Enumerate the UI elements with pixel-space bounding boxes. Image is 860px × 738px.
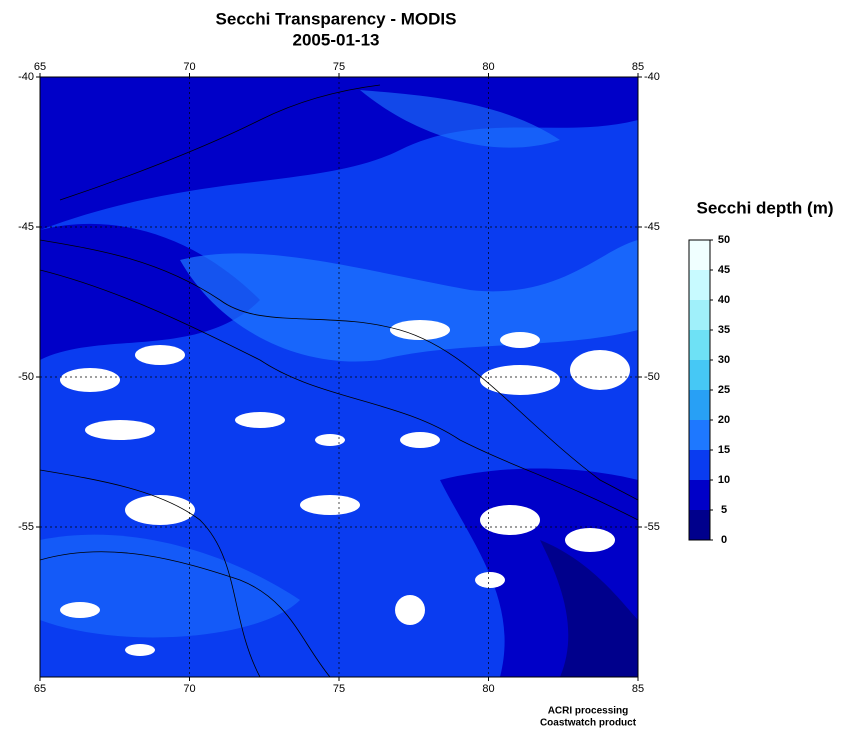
- lon-label: 85: [632, 61, 644, 73]
- lat-label: -55: [644, 521, 660, 533]
- lat-label: -40: [18, 71, 34, 83]
- colorbar-label: 40: [718, 294, 730, 306]
- colorbar-bin: [689, 270, 710, 300]
- lat-label: -45: [18, 221, 34, 233]
- lon-label: 75: [333, 61, 345, 73]
- lon-label: 75: [333, 683, 345, 695]
- lon-label: 70: [183, 683, 195, 695]
- lat-label: -50: [644, 371, 660, 383]
- colorbar-label: 35: [718, 324, 730, 336]
- lon-label: 80: [482, 683, 494, 695]
- colorbar-bin: [689, 420, 710, 450]
- lat-label: -55: [18, 521, 34, 533]
- colorbar-title: Secchi depth (m): [697, 198, 834, 217]
- colorbar-bin: [689, 450, 710, 480]
- lat-label: -45: [644, 221, 660, 233]
- colorbar-label: 10: [718, 474, 730, 486]
- subtitle: 2005-01-13: [293, 30, 380, 49]
- colorbar-label: 15: [718, 444, 730, 456]
- colorbar-bin: [689, 300, 710, 330]
- colorbar-bin: [689, 510, 710, 540]
- colorbar-bin: [689, 240, 710, 270]
- credit: ACRI processing: [548, 706, 629, 717]
- credit: Coastwatch product: [540, 718, 637, 729]
- lat-label: -40: [644, 71, 660, 83]
- colorbar-label: 20: [718, 414, 730, 426]
- colorbar-label: 30: [718, 354, 730, 366]
- colorbar-bin: [689, 480, 710, 510]
- colorbar-label: 0: [721, 534, 727, 546]
- colorbar-bin: [689, 360, 710, 390]
- lat-label: -50: [18, 371, 34, 383]
- colorbar-label: 25: [718, 384, 730, 396]
- lon-label: 65: [34, 683, 46, 695]
- title: Secchi Transparency - MODIS: [216, 9, 457, 28]
- lon-label: 85: [632, 683, 644, 695]
- colorbar-bin: [689, 390, 710, 420]
- lon-label: 70: [183, 61, 195, 73]
- lon-label: 80: [482, 61, 494, 73]
- lon-label: 65: [34, 61, 46, 73]
- colorbar-label: 5: [721, 504, 727, 516]
- colorbar-label: 45: [718, 264, 730, 276]
- colorbar-bin: [689, 330, 710, 360]
- colorbar-label: 50: [718, 234, 730, 246]
